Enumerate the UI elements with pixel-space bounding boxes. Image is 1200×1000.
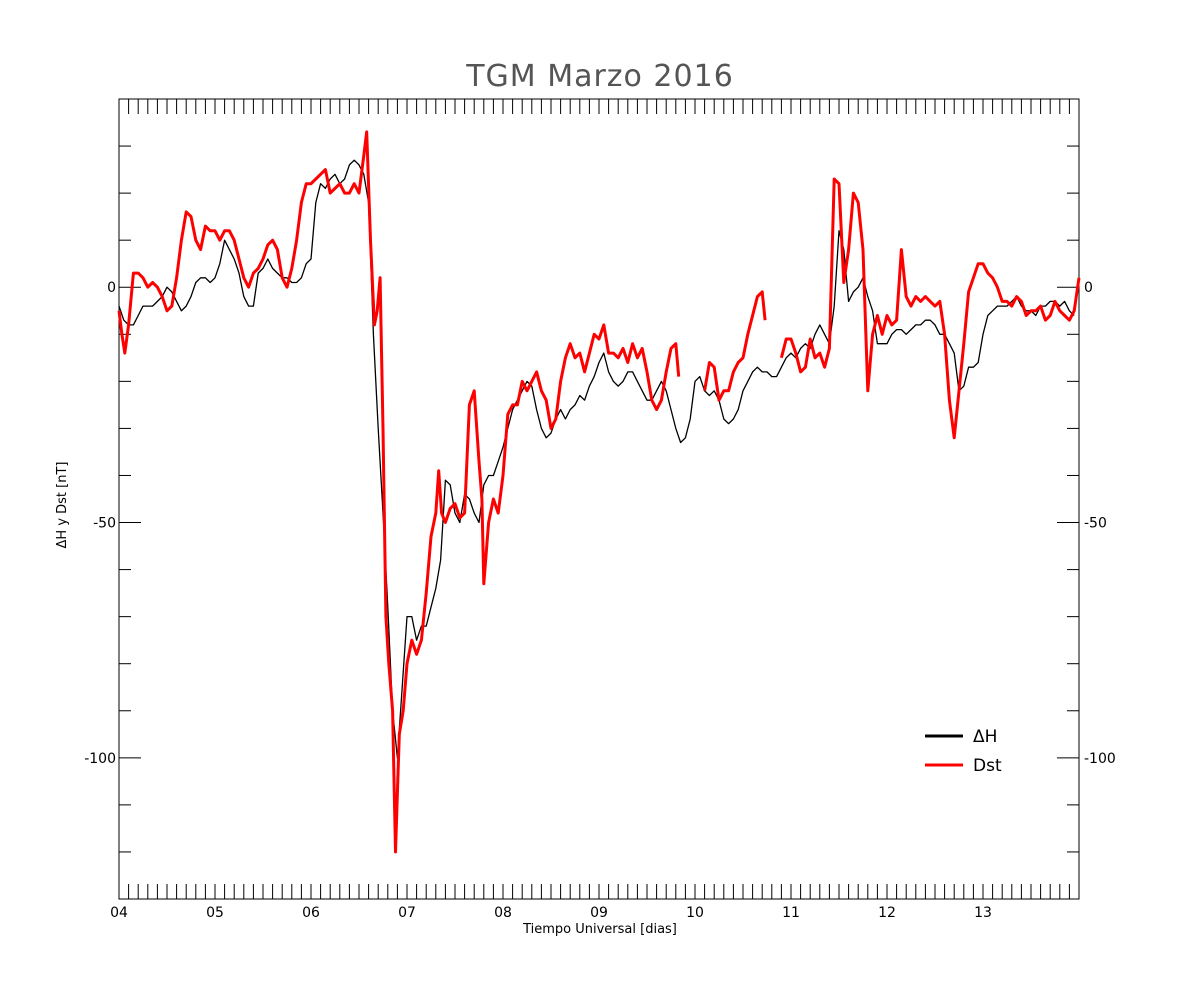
legend-label-dst: Dst <box>973 756 1002 776</box>
y-tick-label-right: 0 <box>1084 280 1093 296</box>
y-tick-label-right: -100 <box>1084 751 1116 767</box>
x-tick-label: 05 <box>206 905 224 921</box>
legend-label-dh: ΔH <box>973 727 997 747</box>
y-axis-label: ΔH y Dst [nT] <box>55 462 70 549</box>
x-tick-labels: 04 05 06 07 08 09 10 11 12 13 <box>110 905 992 921</box>
series-line-dst <box>703 290 767 402</box>
x-tick-label: 11 <box>782 905 800 921</box>
x-tick-label: 06 <box>302 905 320 921</box>
x-tick-label: 09 <box>590 905 608 921</box>
series-layer <box>117 130 1081 854</box>
y-tick-label-left: -50 <box>93 516 116 532</box>
series-line-dst <box>117 130 681 854</box>
series-line-dh <box>118 159 1075 759</box>
legend: ΔH Dst <box>925 727 1002 776</box>
series-line-dst <box>779 177 1081 440</box>
y-tick-label-left: 0 <box>107 280 116 296</box>
x-tick-label: 04 <box>110 905 128 921</box>
y-tick-label-left: -100 <box>84 751 116 767</box>
x-tick-label: 07 <box>398 905 416 921</box>
x-tick-label: 08 <box>494 905 512 921</box>
x-tick-label: 12 <box>878 905 896 921</box>
y-tick-label-right: -50 <box>1084 516 1107 532</box>
axis-ticks <box>118 98 1080 900</box>
plot-frame <box>118 98 1080 900</box>
x-tick-label: 10 <box>686 905 704 921</box>
chart-title: TGM Marzo 2016 <box>465 59 734 94</box>
y-tick-labels: -100 -100 -50 -50 0 0 <box>84 280 1116 767</box>
x-axis-label: Tiempo Universal [dias] <box>522 922 677 937</box>
x-tick-label: 13 <box>974 905 992 921</box>
